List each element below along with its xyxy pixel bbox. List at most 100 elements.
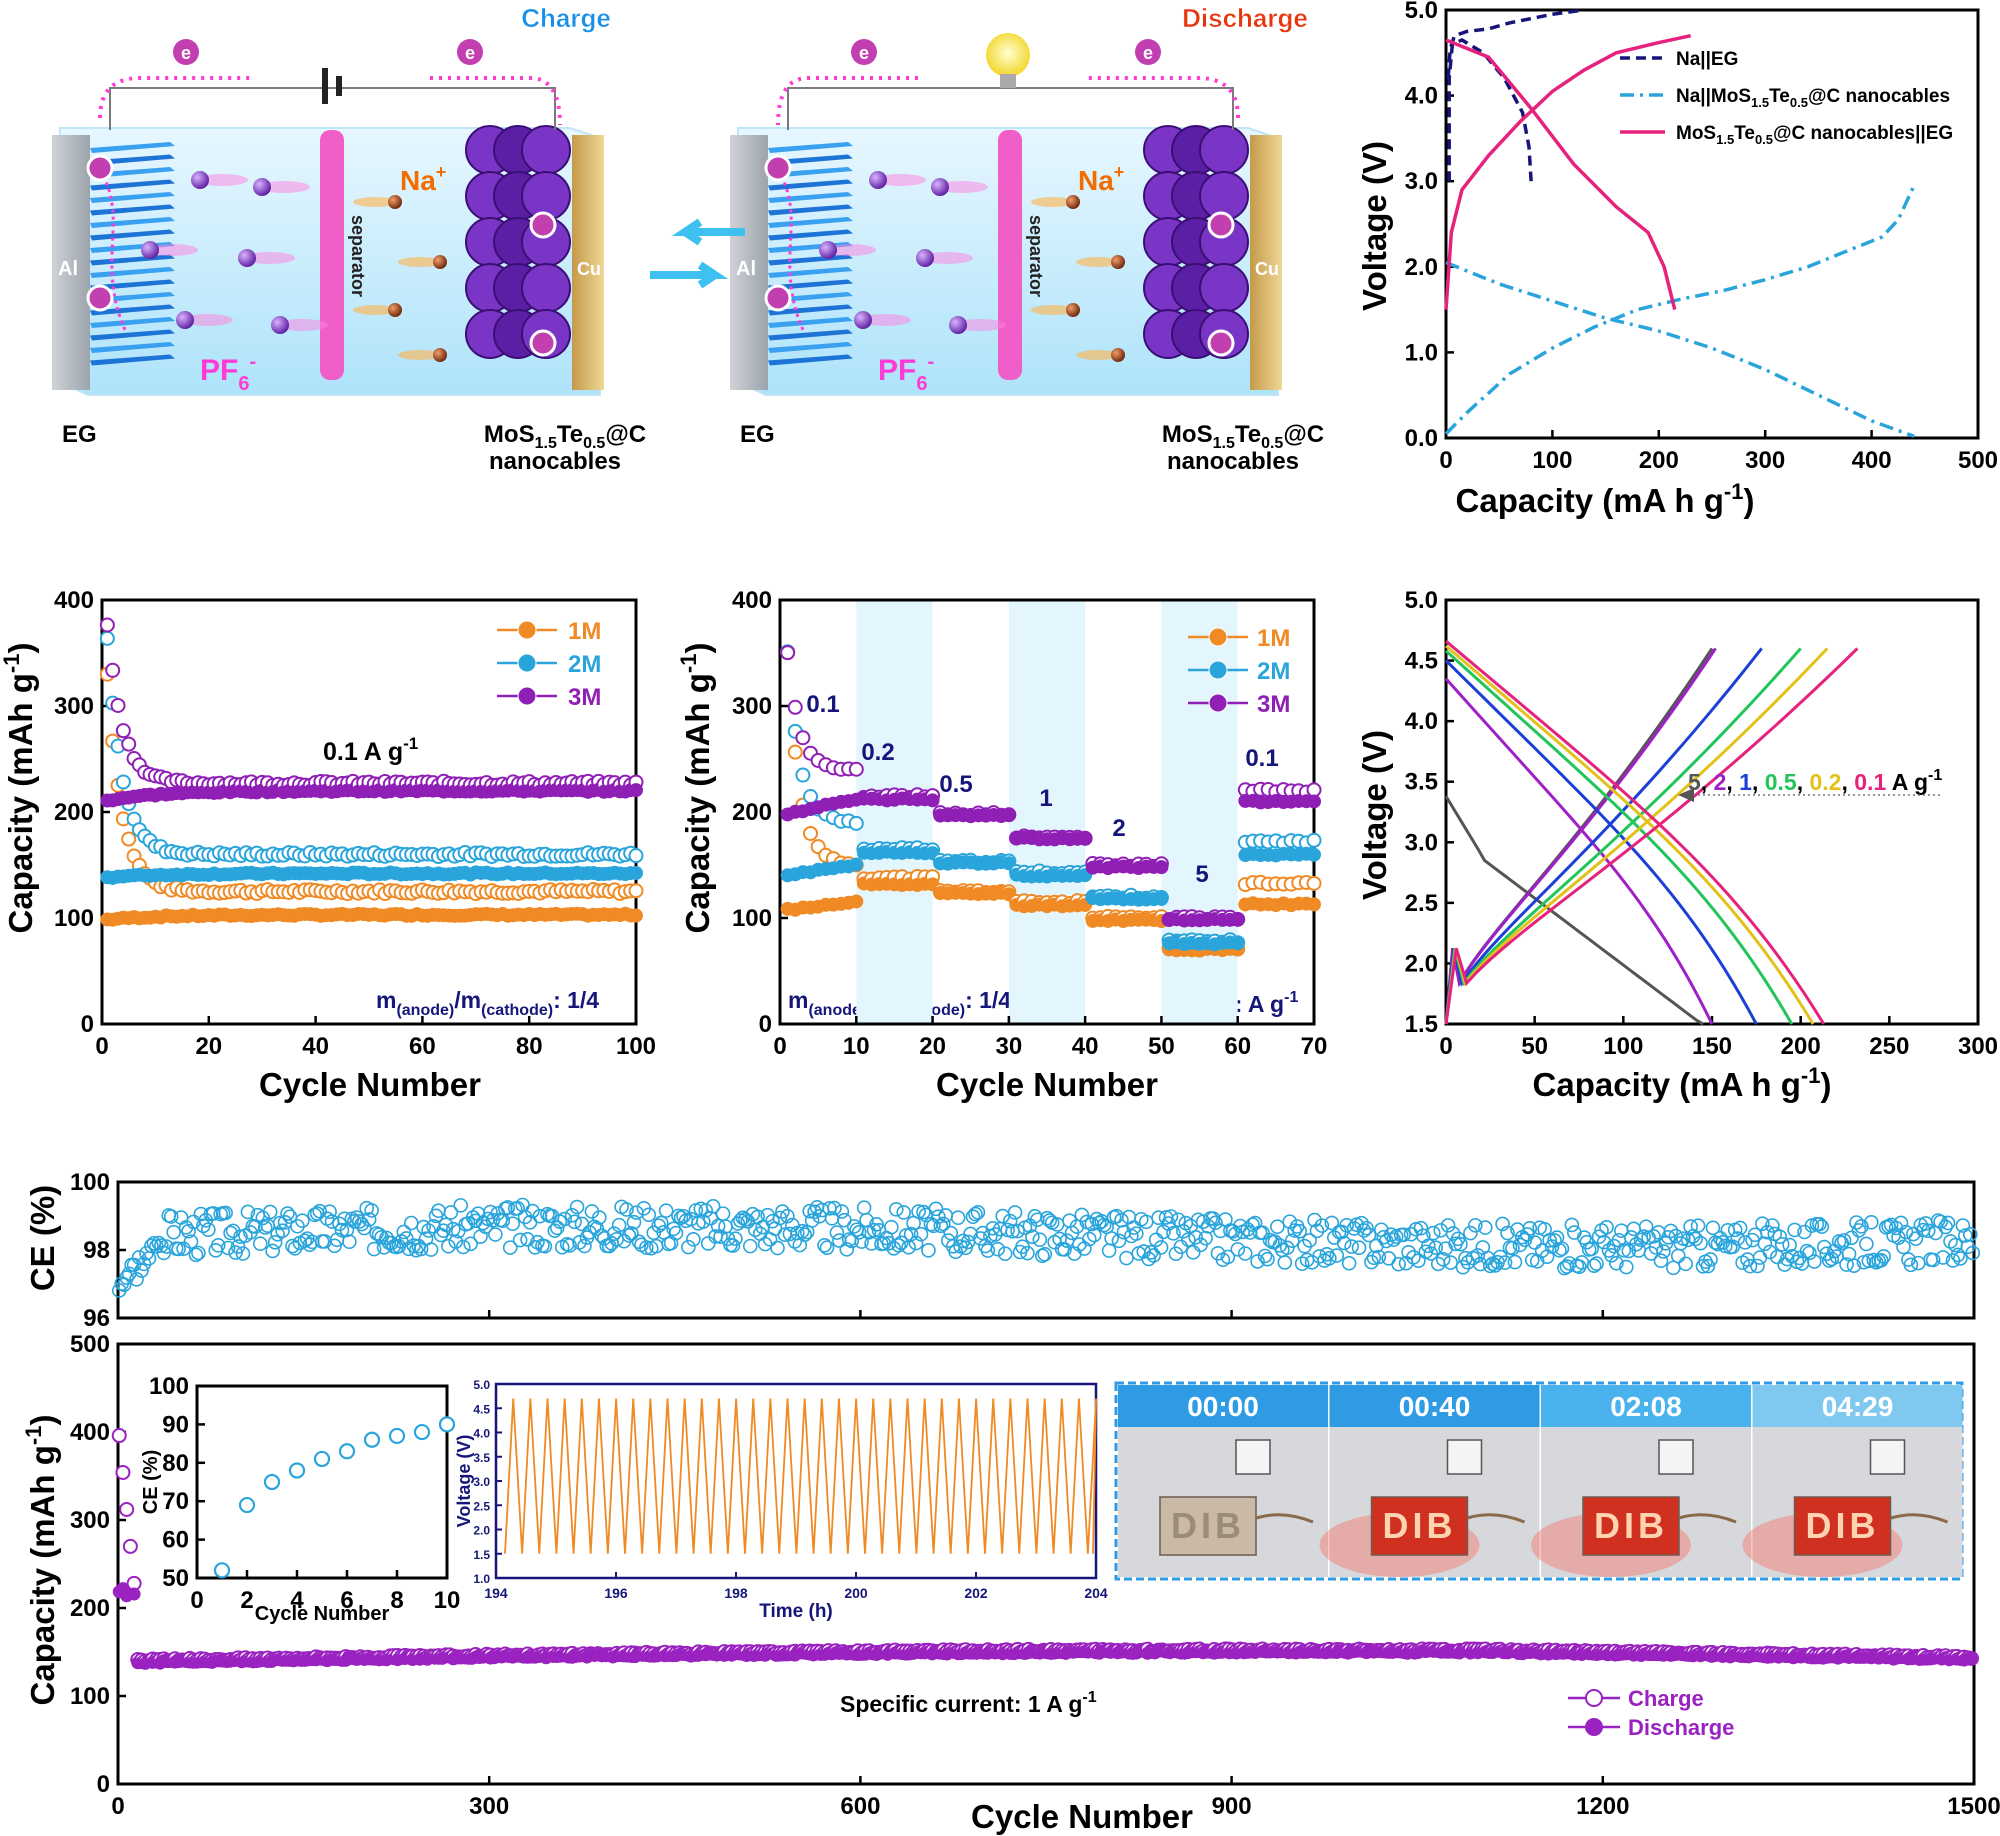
c5-ce-point <box>891 1238 907 1253</box>
c1-legend-label-0: Na||EG <box>1676 49 1738 70</box>
c1-y-tick-label: 2.0 <box>1405 254 1438 281</box>
c5-ce-point <box>520 1232 535 1247</box>
graphite-layer <box>768 279 853 291</box>
c2-charge-point <box>110 697 126 713</box>
c5-y-tick-label: 500 <box>70 1331 110 1358</box>
c5-ce-point <box>1933 1214 1948 1230</box>
c5-ce-point <box>1284 1233 1300 1248</box>
nanocable-cluster <box>521 263 571 313</box>
separator-label: separator <box>1026 215 1046 297</box>
c3-y-axis-label: Capacity (mAh g-1) <box>676 643 716 934</box>
nanocable-cluster <box>1199 125 1249 175</box>
electron-badge-label: e <box>1143 43 1153 63</box>
separator-label: separator <box>348 215 368 297</box>
inset-ce-y-tick-label: 60 <box>162 1527 189 1554</box>
c5-ce-point <box>218 1205 233 1221</box>
external-circuit-wire <box>109 87 556 130</box>
c5-ce-point <box>488 1227 503 1242</box>
c4-x-tick-label: 250 <box>1869 1033 1909 1060</box>
eg-label: EG <box>62 421 97 448</box>
c5-y-tick-label: 0 <box>97 1771 110 1798</box>
inset-ce-plot-frame <box>195 1384 449 1580</box>
c4-x-tick-label: 200 <box>1781 1033 1821 1060</box>
electron-marker <box>764 284 792 312</box>
c5-ce-point <box>134 1263 149 1278</box>
c5-ce-point <box>950 1210 966 1225</box>
c5-ce-point <box>1034 1248 1050 1264</box>
c5-ce-point <box>1176 1223 1191 1239</box>
c5-ce-point <box>265 1243 280 1259</box>
pf6-label: PF6- <box>878 351 934 395</box>
c5-ce-point <box>483 1204 498 1220</box>
c5-ce-point <box>1287 1223 1303 1238</box>
c2-legend-label: 3M <box>568 684 601 711</box>
c5-ce-point <box>1876 1249 1891 1264</box>
c3-x-tick-label: 60 <box>1224 1033 1251 1060</box>
c5-ce-point <box>1896 1239 1911 1255</box>
cu-label: Cu <box>1255 259 1279 279</box>
c1-series-line-1 <box>1444 184 1916 435</box>
pf6-anion <box>916 249 934 267</box>
c5-ce-point <box>1250 1254 1265 1269</box>
inset-vt-y-tick-label: 4.0 <box>473 1427 490 1441</box>
c5-ce-point <box>896 1205 912 1220</box>
c5-ce-point <box>1119 1250 1134 1266</box>
c5-ce-point <box>1455 1259 1471 1275</box>
c5-ce-point <box>926 1218 941 1234</box>
c5-ce-point <box>1336 1235 1352 1251</box>
c5-ce-point <box>1208 1215 1223 1231</box>
electron-badge <box>457 39 483 65</box>
c5-ce-point <box>163 1209 179 1224</box>
c3-charge-point <box>1306 782 1322 798</box>
c5-ce-point <box>1356 1223 1372 1238</box>
c5-ce-point <box>235 1246 251 1261</box>
pf6-anion <box>238 249 256 267</box>
c5-ce-point <box>1542 1233 1557 1248</box>
c5-ce-point <box>705 1199 721 1214</box>
c5-ce-point <box>1552 1243 1567 1258</box>
c5-ce-point <box>1037 1246 1053 1262</box>
c5-ce-point <box>564 1207 580 1223</box>
graphite-layer <box>90 304 175 316</box>
cation-motion-trail <box>1031 197 1075 207</box>
led-text: DIB <box>1171 1505 1245 1546</box>
c4-charge-curve-5 <box>1444 647 1859 1025</box>
na-cation <box>388 303 402 317</box>
c4-charge-curve-3 <box>1444 647 1802 1025</box>
c5-legend-marker <box>1585 1718 1603 1736</box>
inset-vt-x-tick-label: 196 <box>604 1585 628 1601</box>
inset-vt-x-tick-label: 194 <box>484 1585 508 1601</box>
c5-ce-point <box>1661 1229 1676 1245</box>
graphite-layer <box>768 192 853 203</box>
c5-ce-point <box>698 1203 714 1218</box>
c5-ce-axis-label: CE (%) <box>24 1185 61 1291</box>
separator <box>998 130 1022 380</box>
pf6-anion <box>271 316 289 334</box>
c5-ce-point <box>1609 1255 1624 1271</box>
graphite-layer <box>90 342 175 353</box>
inset-ce-point <box>388 1427 406 1445</box>
c5-ce-point <box>968 1206 983 1222</box>
c5-ce-point <box>893 1235 909 1251</box>
inset-ce-point <box>238 1496 256 1514</box>
photo-header <box>1118 1385 1328 1427</box>
c5-ce-point <box>1470 1248 1486 1263</box>
c5-ce-point <box>780 1208 795 1224</box>
c5-ce-point <box>641 1207 657 1223</box>
c5-ce-point <box>354 1216 370 1232</box>
c5-ce-point <box>178 1220 194 1235</box>
c5-ce-point <box>1129 1226 1144 1241</box>
c5-ce-point <box>267 1234 283 1250</box>
c3-x-tick-label: 10 <box>843 1033 870 1060</box>
inset-vt-y-tick-label: 4.5 <box>473 1402 490 1416</box>
al-current-collector <box>730 135 768 390</box>
c5-ce-point <box>742 1238 758 1254</box>
c3-rate-label: 0.1 <box>1245 745 1278 772</box>
c5-ce-point <box>725 1238 741 1253</box>
c5-ce-tick-label: 98 <box>83 1237 110 1264</box>
c5-ce-point <box>997 1246 1013 1261</box>
electron-flow-arrow <box>98 76 250 119</box>
na-cation <box>1111 348 1125 362</box>
c5-ce-point <box>463 1236 478 1252</box>
c5-ce-point <box>1663 1223 1679 1239</box>
